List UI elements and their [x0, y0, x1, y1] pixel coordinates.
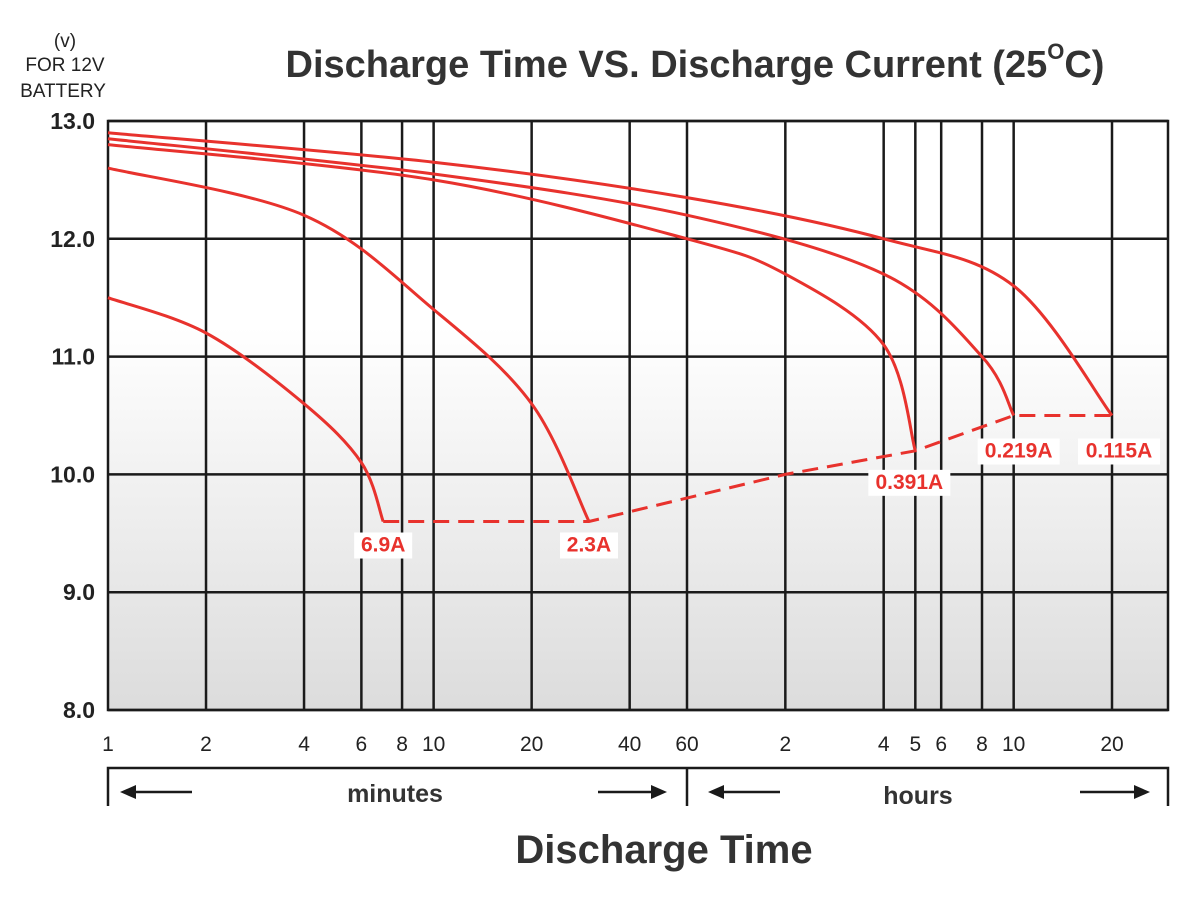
x-tick-label: 2 [779, 733, 791, 756]
x-tick-label: 60 [675, 733, 698, 756]
band-label-hours: hours [883, 782, 952, 810]
curve-labels: 6.9A 2.3A 0.391A 0.219A 0.115A [354, 438, 1160, 559]
curve-label-0.391A: 0.391A [875, 471, 943, 494]
y-tick-labels: 13.0 12.0 11.0 10.0 9.0 8.0 [50, 108, 95, 723]
cutoff-dashed-line [383, 414, 1112, 523]
x-tick-label: 4 [878, 733, 890, 756]
y-unit-line-2: FOR 12V [25, 55, 105, 76]
x-axis-title: Discharge Time [515, 828, 812, 872]
x-tick-label: 8 [976, 733, 988, 756]
x-tick-labels: 1 2 4 6 8 10 20 40 60 2 4 5 6 8 10 20 [102, 733, 1124, 756]
y-tick-label: 8.0 [63, 697, 95, 723]
x-tick-label: 10 [422, 733, 445, 756]
cutoff-voltage-line [383, 414, 1112, 523]
band-arrows [120, 785, 1150, 799]
x-tick-label: 10 [1002, 733, 1025, 756]
plot-frame [106, 119, 1170, 712]
y-tick-label: 13.0 [50, 108, 95, 134]
x-tick-label: 40 [618, 733, 641, 756]
x-tick-label: 6 [356, 733, 368, 756]
y-unit-line-1: (v) [54, 31, 76, 52]
y-tick-label: 9.0 [63, 579, 95, 605]
curve-2.3A [107, 166, 591, 523]
x-tick-label: 8 [396, 733, 408, 756]
curve-6.9A [107, 296, 385, 523]
y-unit-line-3: BATTERY [20, 81, 106, 102]
y-tick-label: 10.0 [50, 461, 95, 487]
curve-label-bg [868, 469, 951, 496]
x-tick-label: 1 [102, 733, 114, 756]
curve-label-bg [559, 532, 618, 559]
y-tick-label: 11.0 [52, 344, 96, 370]
discharge-curves [107, 131, 1114, 523]
curve-label-bg [354, 532, 413, 559]
curve-label-0.219A: 0.219A [985, 440, 1053, 463]
curve-0.115A [107, 131, 1114, 417]
curve-label-6.9A: 6.9A [361, 534, 405, 557]
band-brackets [106, 766, 1170, 806]
x-tick-label: 4 [298, 733, 310, 756]
plot-area [108, 121, 1168, 710]
x-tick-label: 5 [909, 733, 921, 756]
x-tick-label: 2 [200, 733, 212, 756]
x-tick-label: 6 [935, 733, 947, 756]
band-label-minutes: minutes [347, 780, 443, 808]
x-tick-label: 20 [1100, 733, 1123, 756]
curve-label-bg [1078, 438, 1160, 465]
chart-title: Discharge Time VS. Discharge Current (25… [286, 39, 1105, 86]
curve-0.219A [107, 137, 1016, 417]
curve-label-bg [977, 438, 1060, 465]
curve-0.391A [107, 143, 917, 452]
y-tick-label: 12.0 [50, 226, 95, 252]
vertical-gridlines [204, 121, 1114, 710]
x-tick-label: 20 [520, 733, 543, 756]
curve-label-2.3A: 2.3A [567, 534, 611, 557]
curve-label-0.115A: 0.115A [1086, 440, 1153, 463]
